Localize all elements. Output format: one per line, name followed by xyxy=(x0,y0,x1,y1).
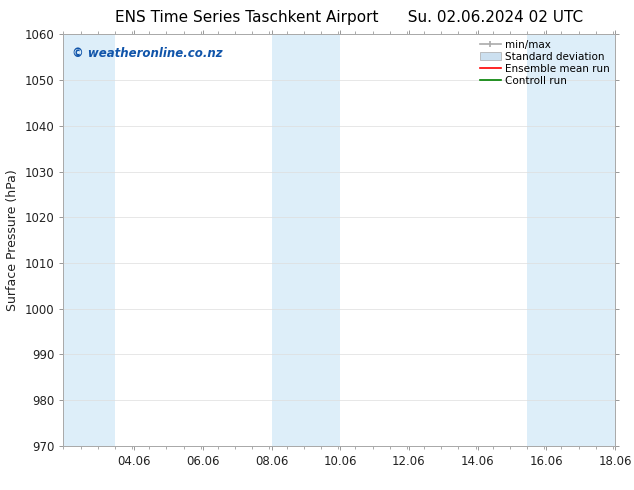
Bar xyxy=(527,34,615,446)
Bar xyxy=(63,34,115,446)
Bar xyxy=(271,34,340,446)
Text: © weatheronline.co.nz: © weatheronline.co.nz xyxy=(72,47,223,60)
Legend: min/max, Standard deviation, Ensemble mean run, Controll run: min/max, Standard deviation, Ensemble me… xyxy=(478,37,612,88)
Y-axis label: Surface Pressure (hPa): Surface Pressure (hPa) xyxy=(6,169,19,311)
Text: ENS Time Series Taschkent Airport      Su. 02.06.2024 02 UTC: ENS Time Series Taschkent Airport Su. 02… xyxy=(115,10,583,25)
